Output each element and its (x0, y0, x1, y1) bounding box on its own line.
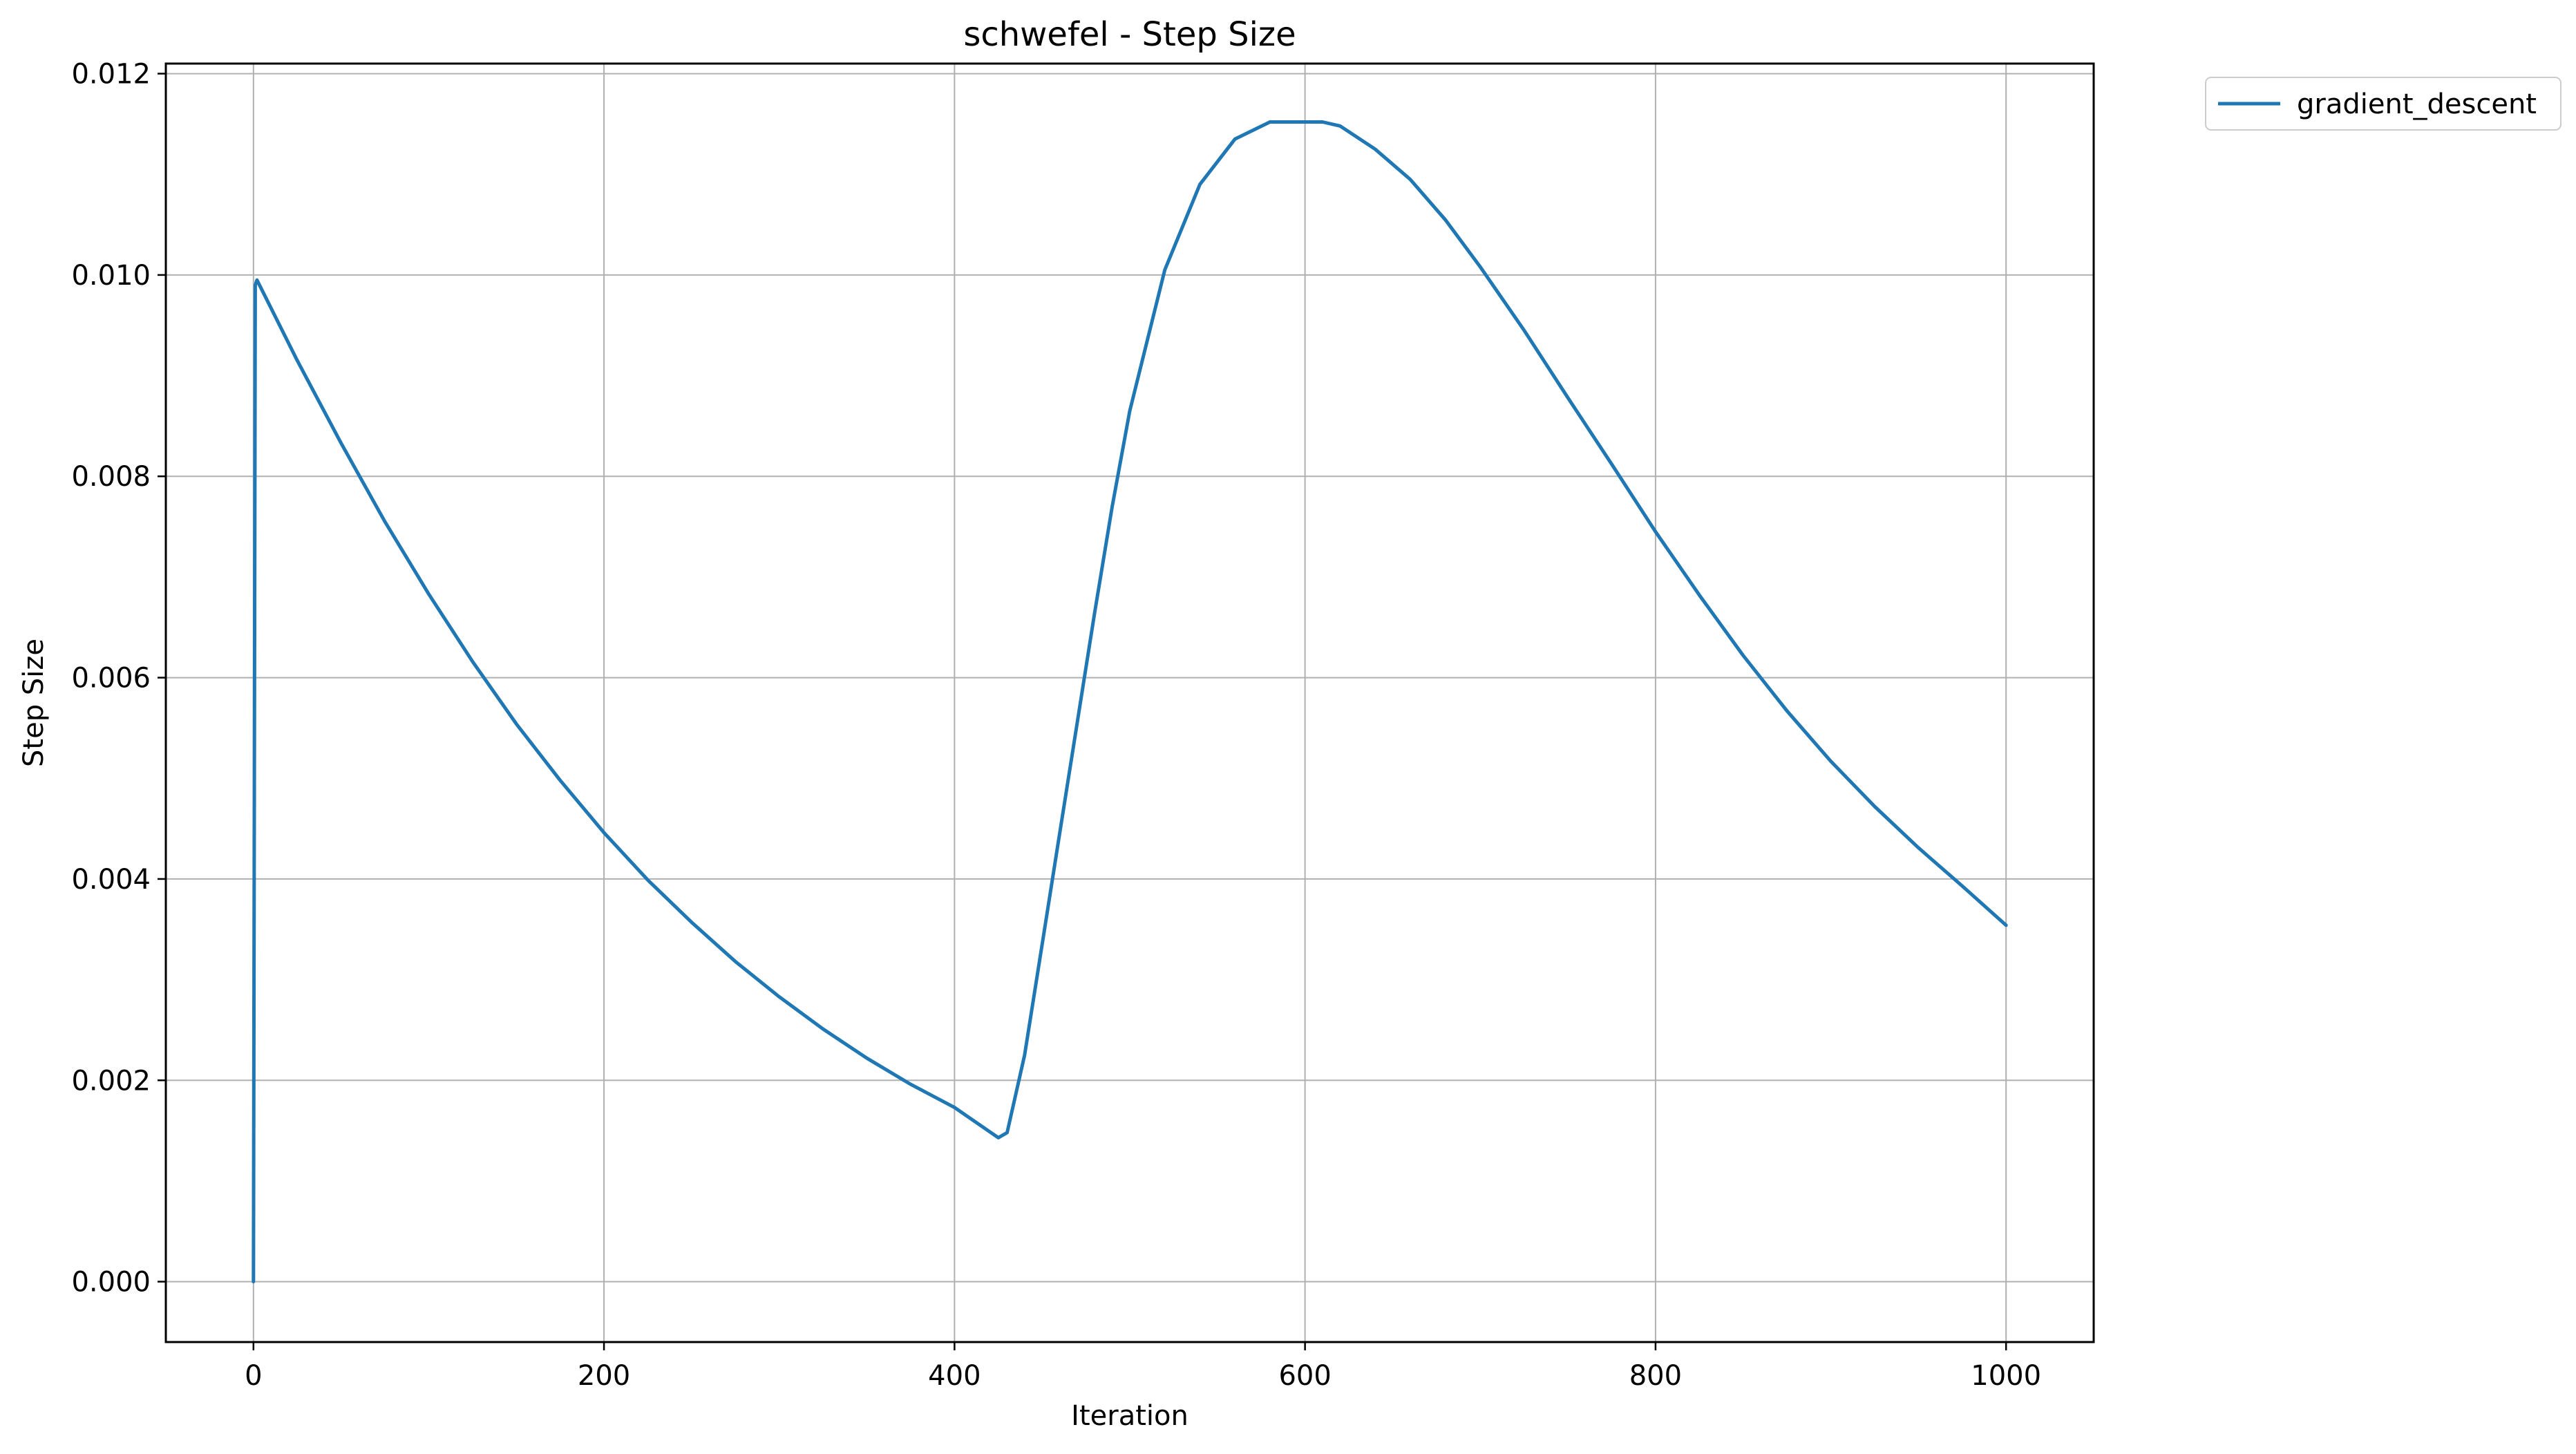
y-tick-label: 0.006 (71, 663, 151, 695)
y-tick-label: 0.004 (71, 864, 151, 896)
x-tick-label: 400 (928, 1360, 981, 1392)
grid-lines (166, 64, 2094, 1342)
x-axis-label: Iteration (1071, 1400, 1188, 1432)
x-tick-label: 1000 (1971, 1360, 2041, 1392)
x-tick-label: 800 (1629, 1360, 1682, 1392)
y-axis-label: Step Size (18, 639, 50, 767)
y-tick-label: 0.012 (71, 59, 151, 91)
y-tick-label: 0.008 (71, 461, 151, 493)
legend: gradient_descent (2205, 77, 2561, 131)
legend-label-gradient-descent: gradient_descent (2297, 88, 2537, 120)
y-tick-label: 0.000 (71, 1267, 151, 1299)
legend-box (2205, 77, 2561, 131)
y-tick-label: 0.002 (71, 1065, 151, 1097)
series-layer (252, 120, 2008, 1284)
x-tick-label: 0 (245, 1360, 262, 1392)
y-tick-label: 0.010 (71, 260, 151, 292)
x-tick-label: 200 (578, 1360, 630, 1392)
plot-frame (164, 62, 2095, 1343)
x-tick-label: 600 (1278, 1360, 1331, 1392)
chart-title: schwefel - Step Size (963, 15, 1296, 54)
series-line-gradient-descent (252, 120, 2008, 1284)
axis-ticks: 0 200 400 600 800 1000 0.000 0.002 0.004 0.006 0.0… (71, 59, 2041, 1392)
